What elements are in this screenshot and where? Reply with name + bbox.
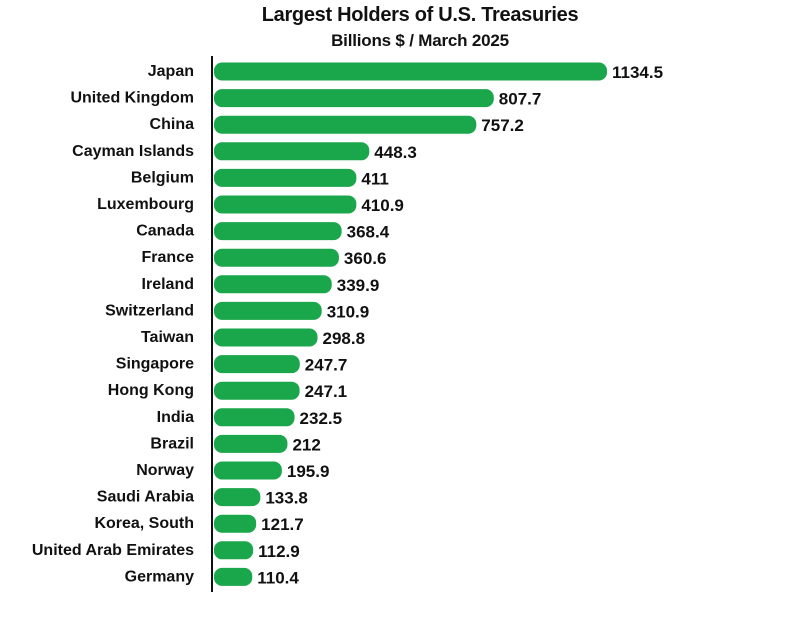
bar-row-saudi-arabia: Saudi Arabia 133.8: [97, 488, 308, 508]
category-label: Saudi Arabia: [97, 489, 194, 506]
bars-layer: Japan 1134.5 United Kingdom 807.7 China 757.2…: [32, 62, 663, 587]
bar-belgium: [214, 168, 357, 187]
value-label: 232.5: [300, 409, 343, 428]
bar-row-korea-south: Korea, South 121.7: [94, 514, 304, 534]
bar-row-united-arab-emirates: United Arab Emirates 112.9: [32, 541, 300, 561]
bar-france: [214, 248, 339, 267]
category-label: Brazil: [150, 435, 194, 452]
value-label: 195.9: [287, 462, 330, 481]
value-label: 212: [292, 435, 320, 454]
bar-row-united-kingdom: United Kingdom 807.7: [70, 89, 541, 109]
value-label: 757.2: [481, 116, 524, 135]
bar-china: [214, 115, 477, 134]
value-label: 360.6: [344, 249, 387, 268]
bar-row-india: India 232.5: [157, 408, 342, 428]
category-label: Taiwan: [141, 329, 194, 346]
category-label: Korea, South: [94, 515, 194, 532]
bar-row-cayman-islands: Cayman Islands 448.3: [72, 142, 417, 162]
value-label: 411: [361, 169, 388, 188]
bar-singapore: [214, 355, 300, 374]
chart-title: Largest Holders of U.S. Treasuries: [261, 4, 579, 26]
category-label: Switzerland: [105, 302, 194, 319]
bar-hong-kong: [214, 381, 300, 400]
value-label: 298.8: [323, 329, 366, 348]
category-label: Luxembourg: [97, 196, 194, 213]
value-label: 247.1: [305, 382, 348, 401]
category-label: Hong Kong: [108, 382, 194, 399]
category-label: Cayman Islands: [72, 143, 194, 160]
value-label: 310.9: [327, 302, 370, 321]
bar-row-singapore: Singapore 247.7: [116, 355, 348, 375]
category-label: China: [150, 116, 195, 133]
bar-row-luxembourg: Luxembourg 410.9: [97, 195, 404, 215]
bar-row-germany: Germany 110.4: [125, 567, 299, 587]
bar-row-ireland: Ireland 339.9: [142, 275, 380, 295]
bar-row-china: China 757.2: [150, 115, 524, 135]
value-label: 1134.5: [612, 63, 663, 82]
bar-row-france: France 360.6: [142, 248, 387, 268]
bar-switzerland: [214, 301, 322, 320]
bar-taiwan: [214, 328, 318, 347]
value-label: 112.9: [258, 542, 300, 561]
bar-cayman-islands: [214, 142, 370, 161]
value-label: 247.7: [305, 356, 348, 375]
bar-canada: [214, 222, 342, 241]
value-label: 448.3: [374, 143, 417, 162]
value-label: 110.4: [257, 568, 299, 587]
bar-row-japan: Japan 1134.5: [148, 62, 663, 82]
category-label: Germany: [125, 568, 194, 585]
bar-row-hong-kong: Hong Kong 247.1: [108, 381, 348, 401]
bar-row-brazil: Brazil 212: [150, 434, 321, 454]
category-label: Singapore: [116, 356, 194, 373]
category-label: Canada: [136, 223, 194, 240]
bar-ireland: [214, 275, 332, 294]
bar-row-belgium: Belgium 411: [131, 168, 389, 188]
value-label: 133.8: [265, 489, 308, 508]
bar-row-norway: Norway 195.9: [136, 461, 330, 481]
value-label: 410.9: [361, 196, 404, 215]
bar-brazil: [214, 434, 288, 453]
bar-united-arab-emirates: [214, 541, 254, 560]
bar-united-kingdom: [214, 89, 494, 108]
bar-germany: [214, 567, 253, 586]
category-label: United Arab Emirates: [32, 542, 194, 559]
bar-saudi-arabia: [214, 488, 261, 507]
category-label: Norway: [136, 462, 194, 479]
bar-row-taiwan: Taiwan 298.8: [141, 328, 366, 348]
value-label: 807.7: [499, 90, 542, 109]
bar-india: [214, 408, 295, 427]
value-label: 368.4: [347, 223, 390, 242]
bar-row-canada: Canada 368.4: [136, 222, 390, 242]
category-label: Belgium: [131, 169, 194, 186]
category-label: Ireland: [142, 276, 194, 293]
bar-luxembourg: [214, 195, 357, 214]
value-label: 121.7: [261, 515, 304, 534]
bar-norway: [214, 461, 282, 480]
value-label: 339.9: [337, 276, 380, 295]
category-label: India: [157, 409, 194, 426]
category-label: Japan: [148, 63, 194, 80]
category-label: France: [142, 249, 195, 266]
bar-row-switzerland: Switzerland 310.9: [105, 301, 370, 321]
category-label: United Kingdom: [70, 90, 194, 107]
bar-korea-south: [214, 514, 257, 533]
bar-japan: [214, 62, 607, 81]
chart-subtitle: Billions $ / March 2025: [331, 31, 509, 50]
